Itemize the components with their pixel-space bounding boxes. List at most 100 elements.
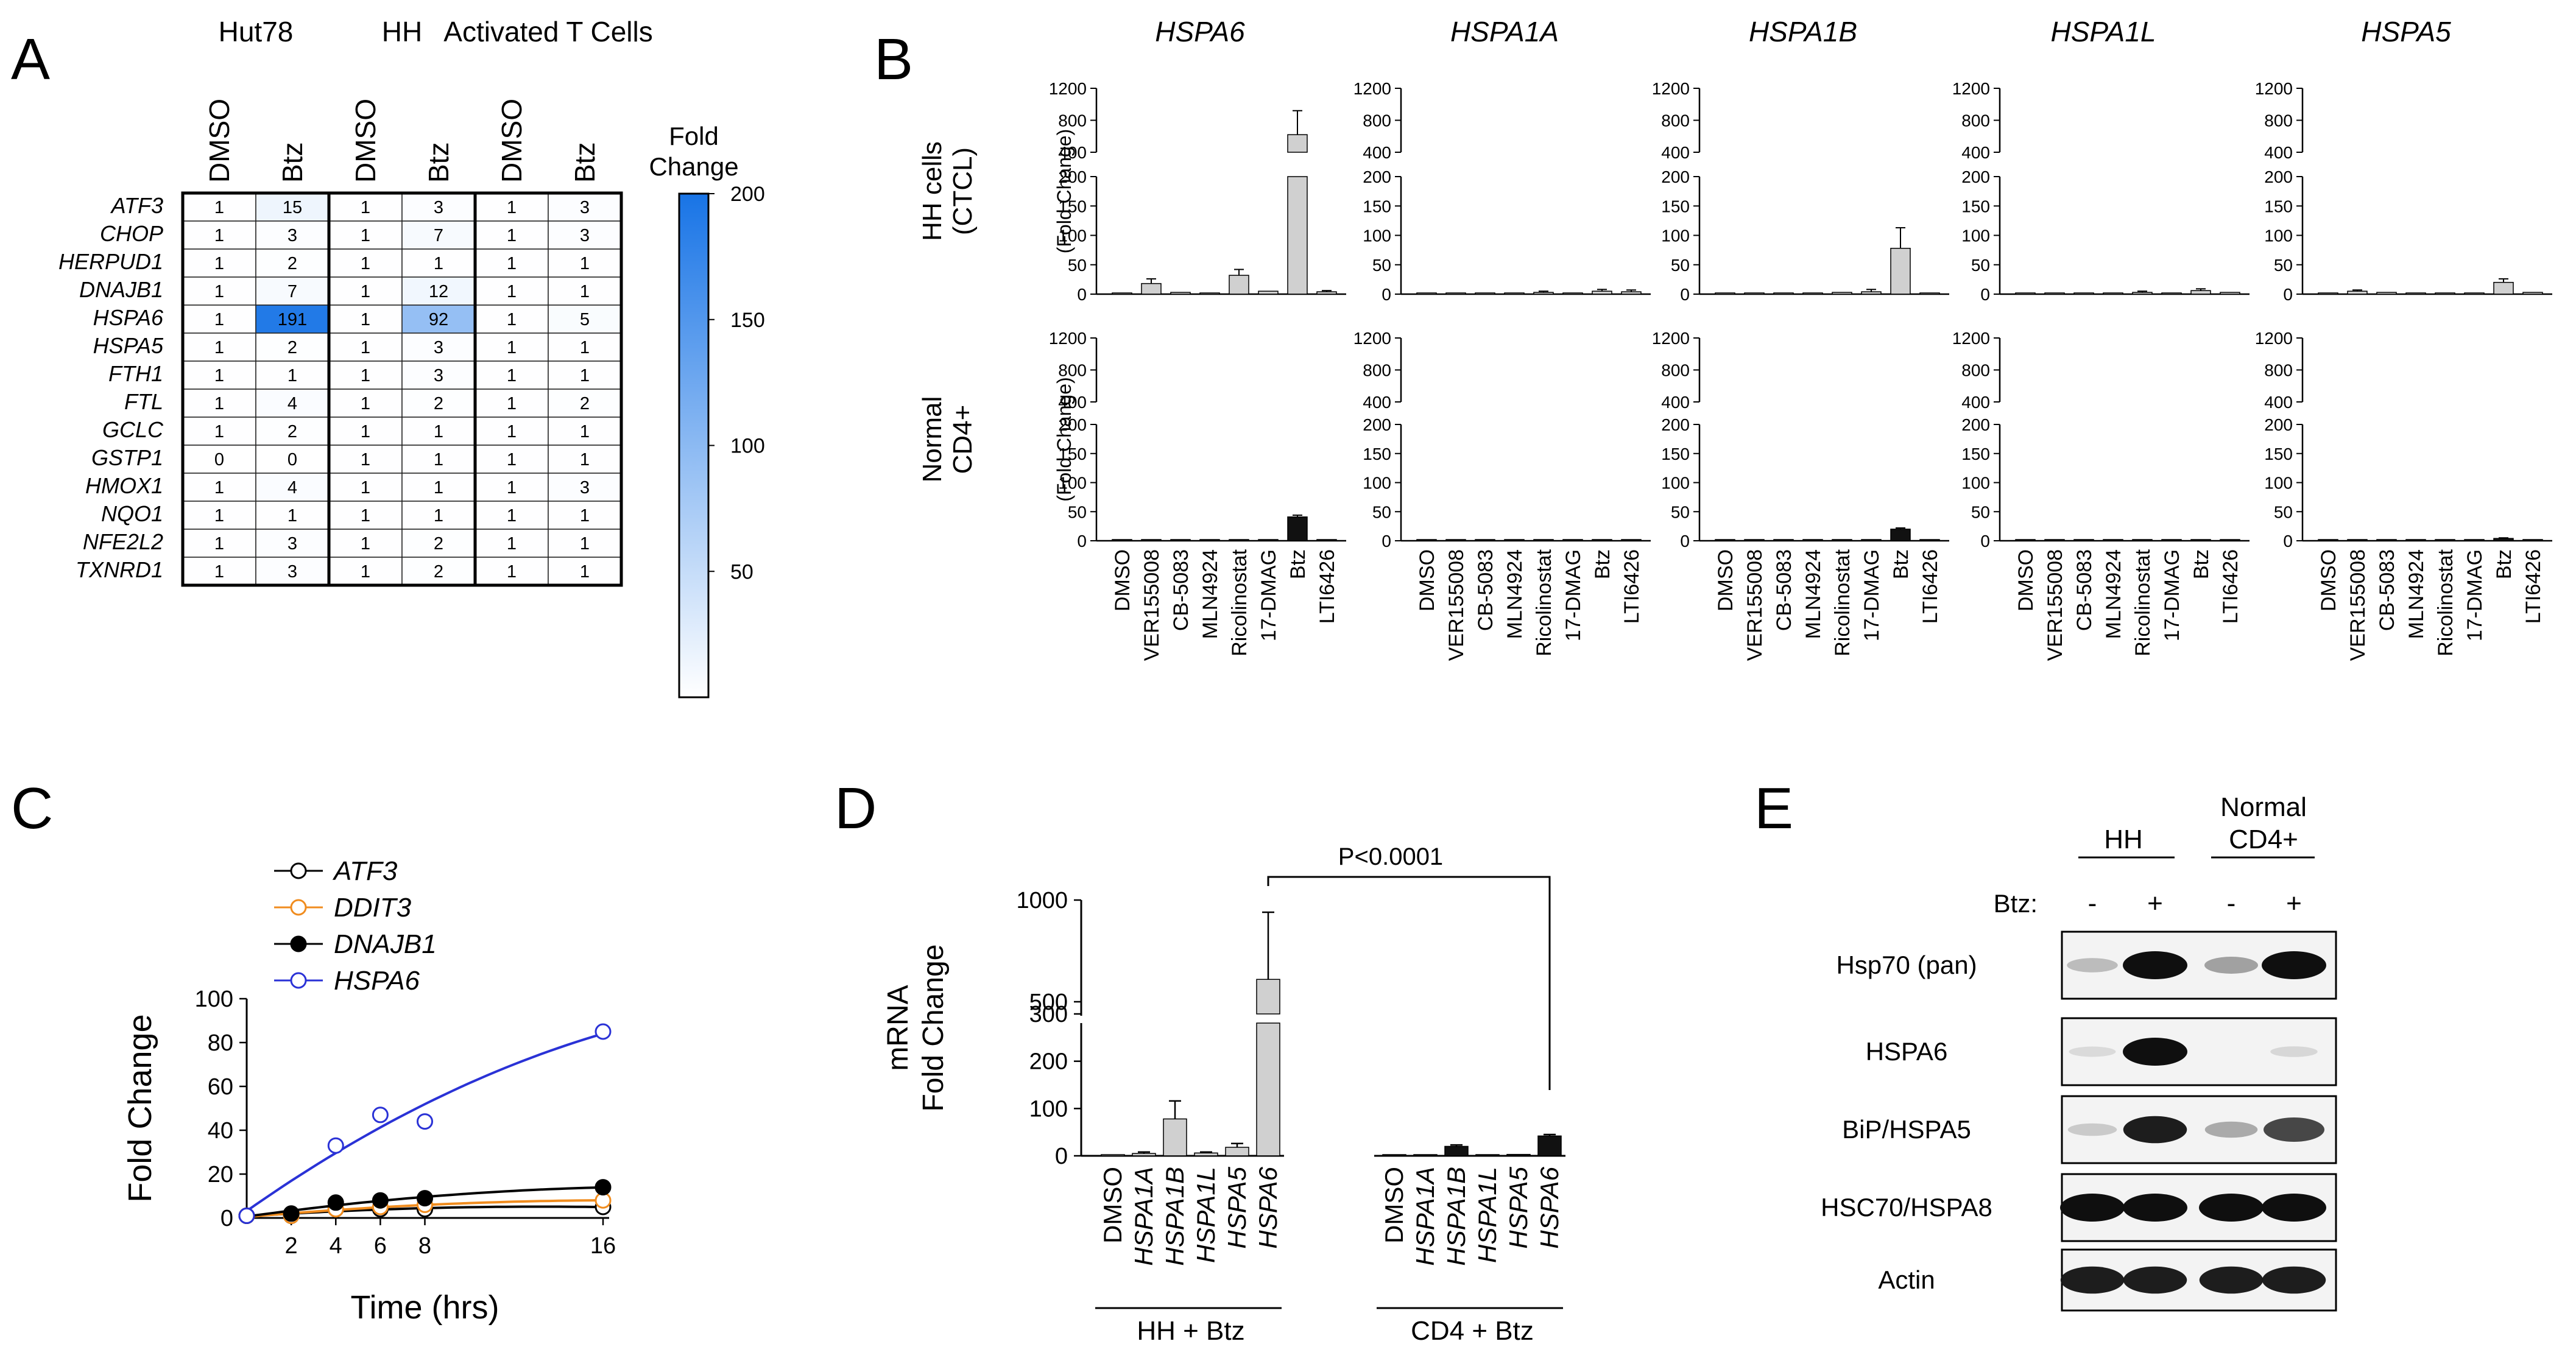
heatmap-cell-value: 1 [580, 366, 590, 385]
panel-b-y-tick-label: 800 [1363, 111, 1391, 130]
panel-b-category-label: Btz [2493, 549, 2516, 579]
panel-b-bar [1287, 176, 1308, 295]
panel-b-category-label: Btz [2190, 549, 2213, 579]
panel-c-data-point [283, 1205, 300, 1222]
heatmap-cell-value: 1 [361, 394, 370, 413]
heatmap-cell [401, 529, 476, 558]
heatmap-cell [255, 445, 330, 474]
blot-treatment-sign: - [2227, 888, 2236, 918]
panel-b-y-tick-label: 400 [1961, 143, 1990, 162]
heatmap-cell-value: 1 [361, 450, 370, 470]
panel-b-bar [1258, 539, 1279, 541]
panel-b-category-label: Ricolinostat [2434, 549, 2457, 656]
heatmap-cell-value: 1 [507, 338, 517, 357]
heatmap-cell-value: 1 [214, 254, 224, 273]
panel-d-bar [1225, 1147, 1249, 1156]
panel-b-y-tick-label: 200 [1961, 167, 1990, 186]
panel-c-time-course: 0 20 40 60 80 100 2 4 6 8 16 Time (hrs) Fold Change A… [122, 856, 616, 1326]
panel-c-data-point [595, 1023, 612, 1040]
heatmap-cell-value: 3 [288, 226, 297, 245]
panel-c-y-tick-label: 100 [195, 987, 233, 1012]
panel-b-bar [2405, 539, 2426, 541]
panel-d-y-tick-label: 300 [1029, 1002, 1068, 1027]
heatmap-cell-value: 1 [434, 506, 443, 526]
panel-b-bar [1112, 292, 1132, 295]
blot-band [2262, 1266, 2326, 1294]
heatmap-gene-label: FTH1 [108, 361, 163, 386]
blot-band [2262, 1194, 2326, 1222]
heatmap-cell-value: 2 [580, 394, 590, 413]
panel-b-gene-title: HSPA1A [1450, 16, 1559, 47]
panel-b-y-tick-label: 800 [1363, 361, 1391, 380]
panel-b-bar [1562, 292, 1583, 295]
heatmap-cell [548, 501, 622, 530]
panel-b-category-label: VER155008 [2044, 549, 2067, 661]
heatmap-cell-value: 1 [507, 310, 517, 329]
panel-d-category-label: HSPA6 [1535, 1166, 1564, 1248]
heatmap-cell [401, 501, 476, 530]
panel-b-category-label: Btz [1890, 549, 1913, 579]
panel-b-bar [1141, 539, 1162, 541]
panel-b-y-axis-label: (Fold Change) [1053, 129, 1075, 254]
panel-b-y-tick-label: 1200 [1952, 329, 1990, 348]
heatmap-gene-label: HSPA5 [93, 333, 164, 358]
heatmap-cell [182, 557, 256, 586]
heatmap-condition-label: Btz [569, 142, 601, 183]
colorbar-tick-label: 100 [730, 435, 765, 458]
panel-b-bar [1199, 292, 1220, 295]
panel-d-bar [1163, 1118, 1187, 1156]
panel-b-bar [1112, 539, 1132, 541]
panel-b-bar [2073, 539, 2094, 541]
heatmap-cell [401, 276, 476, 306]
panel-b-y-tick-label: 800 [1058, 361, 1087, 380]
panel-b-y-tick-label: 50 [1068, 256, 1087, 275]
heatmap-cell [182, 417, 256, 446]
panel-b-y-tick-label: 100 [1058, 474, 1087, 493]
heatmap-cell-value: 1 [580, 282, 590, 301]
panel-b-y-tick-label: 150 [1661, 445, 1690, 463]
panel-b-y-tick-label: 200 [2264, 167, 2293, 186]
panel-d-bar [1382, 1154, 1406, 1156]
blot-band [2262, 951, 2326, 979]
panel-b-gene-title: HSPA6 [1155, 16, 1245, 47]
panel-b-bar [1141, 283, 1162, 295]
panel-d-category-label: HSPA1L [1191, 1167, 1220, 1263]
panel-b-category-label: Ricolinostat [1228, 549, 1251, 656]
panel-b-y-tick-label: 100 [1661, 474, 1690, 493]
panel-b-bar [1715, 539, 1735, 541]
panel-c-legend-marker [290, 972, 307, 989]
panel-b-bar [2161, 539, 2182, 541]
blot-band [2123, 1266, 2187, 1294]
heatmap-cell-value: 1 [361, 226, 370, 245]
panel-b-y-tick-label: 400 [1661, 393, 1690, 412]
panel-b-bar [2318, 292, 2338, 295]
heatmap-cell-value: 1 [361, 310, 370, 329]
panel-b-y-tick-label: 100 [1363, 474, 1391, 493]
heatmap-cell [255, 192, 330, 222]
panel-b-bar [1919, 539, 1940, 541]
blot-treatment-sign: + [2286, 888, 2302, 918]
panel-b-y-tick-label: 400 [2264, 393, 2293, 412]
blot-band [2204, 1121, 2258, 1138]
heatmap-cell-value: 1 [507, 422, 517, 442]
panel-b-category-label: MLN4924 [1199, 549, 1222, 639]
panel-b-bar [1170, 292, 1191, 295]
panel-b-category-label: LTI6426 [1620, 549, 1643, 624]
panel-b-y-tick-label: 50 [1372, 502, 1391, 521]
heatmap-cell [475, 304, 549, 334]
heatmap-cell-value: 3 [434, 198, 443, 217]
blot-band-label: HSC70/HSPA8 [1821, 1193, 1992, 1222]
panel-b-bar [1229, 539, 1249, 541]
panel-d-category-label: HSPA1B [1442, 1167, 1470, 1266]
panel-b-bar [2190, 539, 2211, 541]
heatmap-cell-value: 2 [288, 338, 297, 357]
heatmap-cell-value: 4 [288, 394, 297, 413]
blot-band [2199, 1194, 2264, 1222]
panel-b-y-tick-label: 800 [1058, 111, 1087, 130]
panel-b-bar [1592, 539, 1612, 541]
panel-d-significance-bracket [1267, 876, 1551, 1090]
heatmap-condition-label: DMSO [496, 99, 528, 183]
heatmap-cell-value: 1 [580, 534, 590, 554]
panel-b-y-tick-label: 0 [1680, 285, 1690, 304]
heatmap-gene-label: CHOP [100, 221, 163, 246]
